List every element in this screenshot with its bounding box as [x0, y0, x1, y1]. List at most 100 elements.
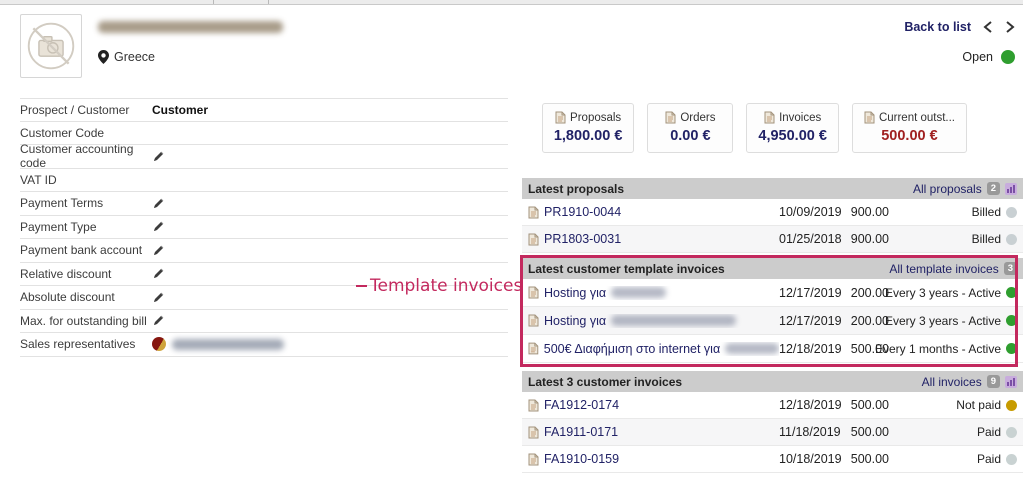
sales-rep-avatar[interactable]	[152, 337, 166, 352]
edit-pencil-icon[interactable]	[152, 220, 165, 233]
count-badge: 9	[986, 374, 1000, 389]
template-invoice-link[interactable]: Hosting για	[544, 285, 607, 300]
redacted-text	[725, 343, 779, 354]
field-label: Relative discount	[20, 266, 112, 281]
template-invoice-link[interactable]: Hosting για	[544, 313, 607, 328]
summary-boxes: Proposals 1,800.00 € Orders 0.00 € Invoi…	[541, 103, 967, 153]
field-row-payment-bank-account: Payment bank account	[20, 239, 508, 263]
previous-record-icon[interactable]	[983, 21, 993, 33]
edit-pencil-icon[interactable]	[152, 197, 165, 210]
invoice-icon	[528, 314, 539, 327]
next-record-icon[interactable]	[1005, 21, 1015, 33]
section-header: Latest 3 customer invoices All invoices …	[522, 371, 1023, 392]
row-status: Every 3 years - Active	[885, 314, 1017, 328]
edit-pencil-icon[interactable]	[152, 291, 165, 304]
row-amount: 900.00	[850, 205, 889, 219]
template-invoice-row[interactable]: Hosting για 12/17/2019 200.00 Every 3 ye…	[522, 307, 1023, 335]
document-icon	[864, 111, 875, 124]
proposals-summary-box[interactable]: Proposals 1,800.00 €	[541, 103, 635, 153]
back-to-list-link[interactable]: Back to list	[904, 20, 971, 34]
field-row-vat-id: VAT ID	[20, 169, 508, 192]
row-amount: 200.00	[850, 313, 889, 328]
field-row-payment-type: Payment Type	[20, 216, 508, 239]
invoices-summary-box[interactable]: Invoices 4,950.00 €	[746, 103, 839, 153]
row-date: 12/17/2019	[779, 285, 842, 300]
invoice-icon	[528, 426, 539, 438]
field-row-customer-code: Customer Code	[20, 122, 508, 145]
orders-summary-box[interactable]: Orders 0.00 €	[647, 103, 734, 153]
edit-pencil-icon[interactable]	[152, 150, 165, 163]
status-dot	[1006, 343, 1017, 354]
company-card-pane: Greece Prospect / Customer Customer Cust…	[20, 14, 508, 357]
template-invoice-row[interactable]: 500€ Διαφήμιση στο internet για 12/18/20…	[522, 335, 1023, 363]
template-invoice-link[interactable]: 500€ Διαφήμιση στο internet για	[543, 341, 721, 356]
field-row-max-outstanding: Max. for outstanding bill	[20, 310, 508, 333]
section-title: Latest customer template invoices	[528, 261, 725, 276]
summary-label: Current outst...	[878, 111, 955, 124]
edit-pencil-icon[interactable]	[152, 314, 165, 327]
template-invoices-section: Latest customer template invoices All te…	[520, 255, 1023, 367]
annotation-label: Template invoices	[370, 276, 523, 296]
top-tabs-strip	[0, 0, 1023, 5]
status-dot	[1006, 287, 1017, 298]
field-value: Customer	[152, 102, 209, 117]
row-date: 10/18/2019	[779, 452, 842, 466]
statistics-icon[interactable]	[1005, 182, 1017, 195]
redacted-text	[611, 287, 667, 298]
field-label: Prospect / Customer	[20, 102, 130, 117]
status-dot	[1006, 399, 1017, 411]
template-invoices-annotation: Template invoices	[356, 276, 522, 296]
invoice-ref-link[interactable]: FA1912-0174	[544, 398, 620, 412]
proposal-icon	[528, 233, 539, 245]
proposal-icon	[528, 206, 539, 218]
statistics-icon[interactable]	[1005, 375, 1017, 388]
all-invoices-link[interactable]: All invoices	[921, 374, 982, 389]
invoice-row[interactable]: FA1910-0159 10/18/2019 500.00 Paid	[522, 446, 1023, 473]
document-icon	[764, 111, 775, 124]
outstanding-summary-box[interactable]: Current outst... 500.00 €	[851, 103, 967, 153]
edit-pencil-icon[interactable]	[152, 244, 165, 257]
invoice-ref-link[interactable]: FA1911-0171	[544, 425, 619, 439]
row-status: Not paid	[889, 398, 1017, 412]
invoice-icon	[528, 286, 539, 299]
summary-value: 500.00 €	[881, 128, 938, 144]
proposal-ref-link[interactable]: PR1910-0044	[544, 205, 622, 219]
all-proposals-link[interactable]: All proposals	[913, 181, 982, 196]
field-label: VAT ID	[20, 172, 57, 187]
field-label: Payment bank account	[20, 243, 143, 258]
invoice-row[interactable]: FA1912-0174 12/18/2019 500.00 Not paid	[522, 392, 1023, 419]
all-template-invoices-link[interactable]: All template invoices	[889, 261, 999, 276]
row-status: Billed	[889, 232, 1017, 246]
field-label: Customer Code	[20, 125, 105, 140]
invoice-row[interactable]: FA1911-0171 11/18/2019 500.00 Paid	[522, 419, 1023, 446]
field-row-sales-representatives: Sales representatives	[20, 333, 508, 357]
field-label: Payment Type	[20, 219, 97, 234]
activity-pane: Back to list Open Proposals 1,800.00 € O…	[520, 0, 1023, 484]
no-photo-placeholder[interactable]	[20, 14, 82, 78]
invoice-ref-link[interactable]: FA1910-0159	[544, 452, 620, 466]
edit-pencil-icon[interactable]	[152, 267, 165, 280]
row-date: 11/18/2019	[779, 425, 841, 439]
status-dot	[1006, 315, 1017, 326]
sales-rep-name-redacted	[172, 338, 284, 350]
field-row-relative-discount: Relative discount	[20, 263, 508, 286]
field-label: Max. for outstanding bill	[20, 313, 147, 328]
row-status: Every 3 years - Active	[885, 286, 1017, 300]
proposal-row[interactable]: PR1910-0044 10/09/2019 900.00 Billed	[522, 199, 1023, 226]
company-country: Greece	[114, 50, 155, 64]
invoice-icon	[528, 453, 539, 465]
invoice-icon	[528, 399, 539, 411]
status-label: Open	[962, 50, 993, 64]
summary-label: Invoices	[779, 111, 822, 124]
row-date: 12/18/2019	[779, 341, 842, 356]
template-invoice-row[interactable]: Hosting για 12/17/2019 200.00 Every 3 ye…	[522, 279, 1023, 307]
proposal-ref-link[interactable]: PR1803-0031	[544, 232, 622, 246]
row-amount: 200.00	[850, 285, 889, 300]
status-dot	[1006, 453, 1017, 465]
section-header: Latest customer template invoices All te…	[522, 258, 1023, 279]
proposal-row[interactable]: PR1803-0031 01/25/2018 900.00 Billed	[522, 226, 1023, 253]
row-status: Billed	[889, 205, 1017, 219]
status-dot	[1006, 206, 1017, 218]
row-date: 01/25/2018	[779, 232, 842, 246]
summary-label: Orders	[680, 111, 716, 124]
